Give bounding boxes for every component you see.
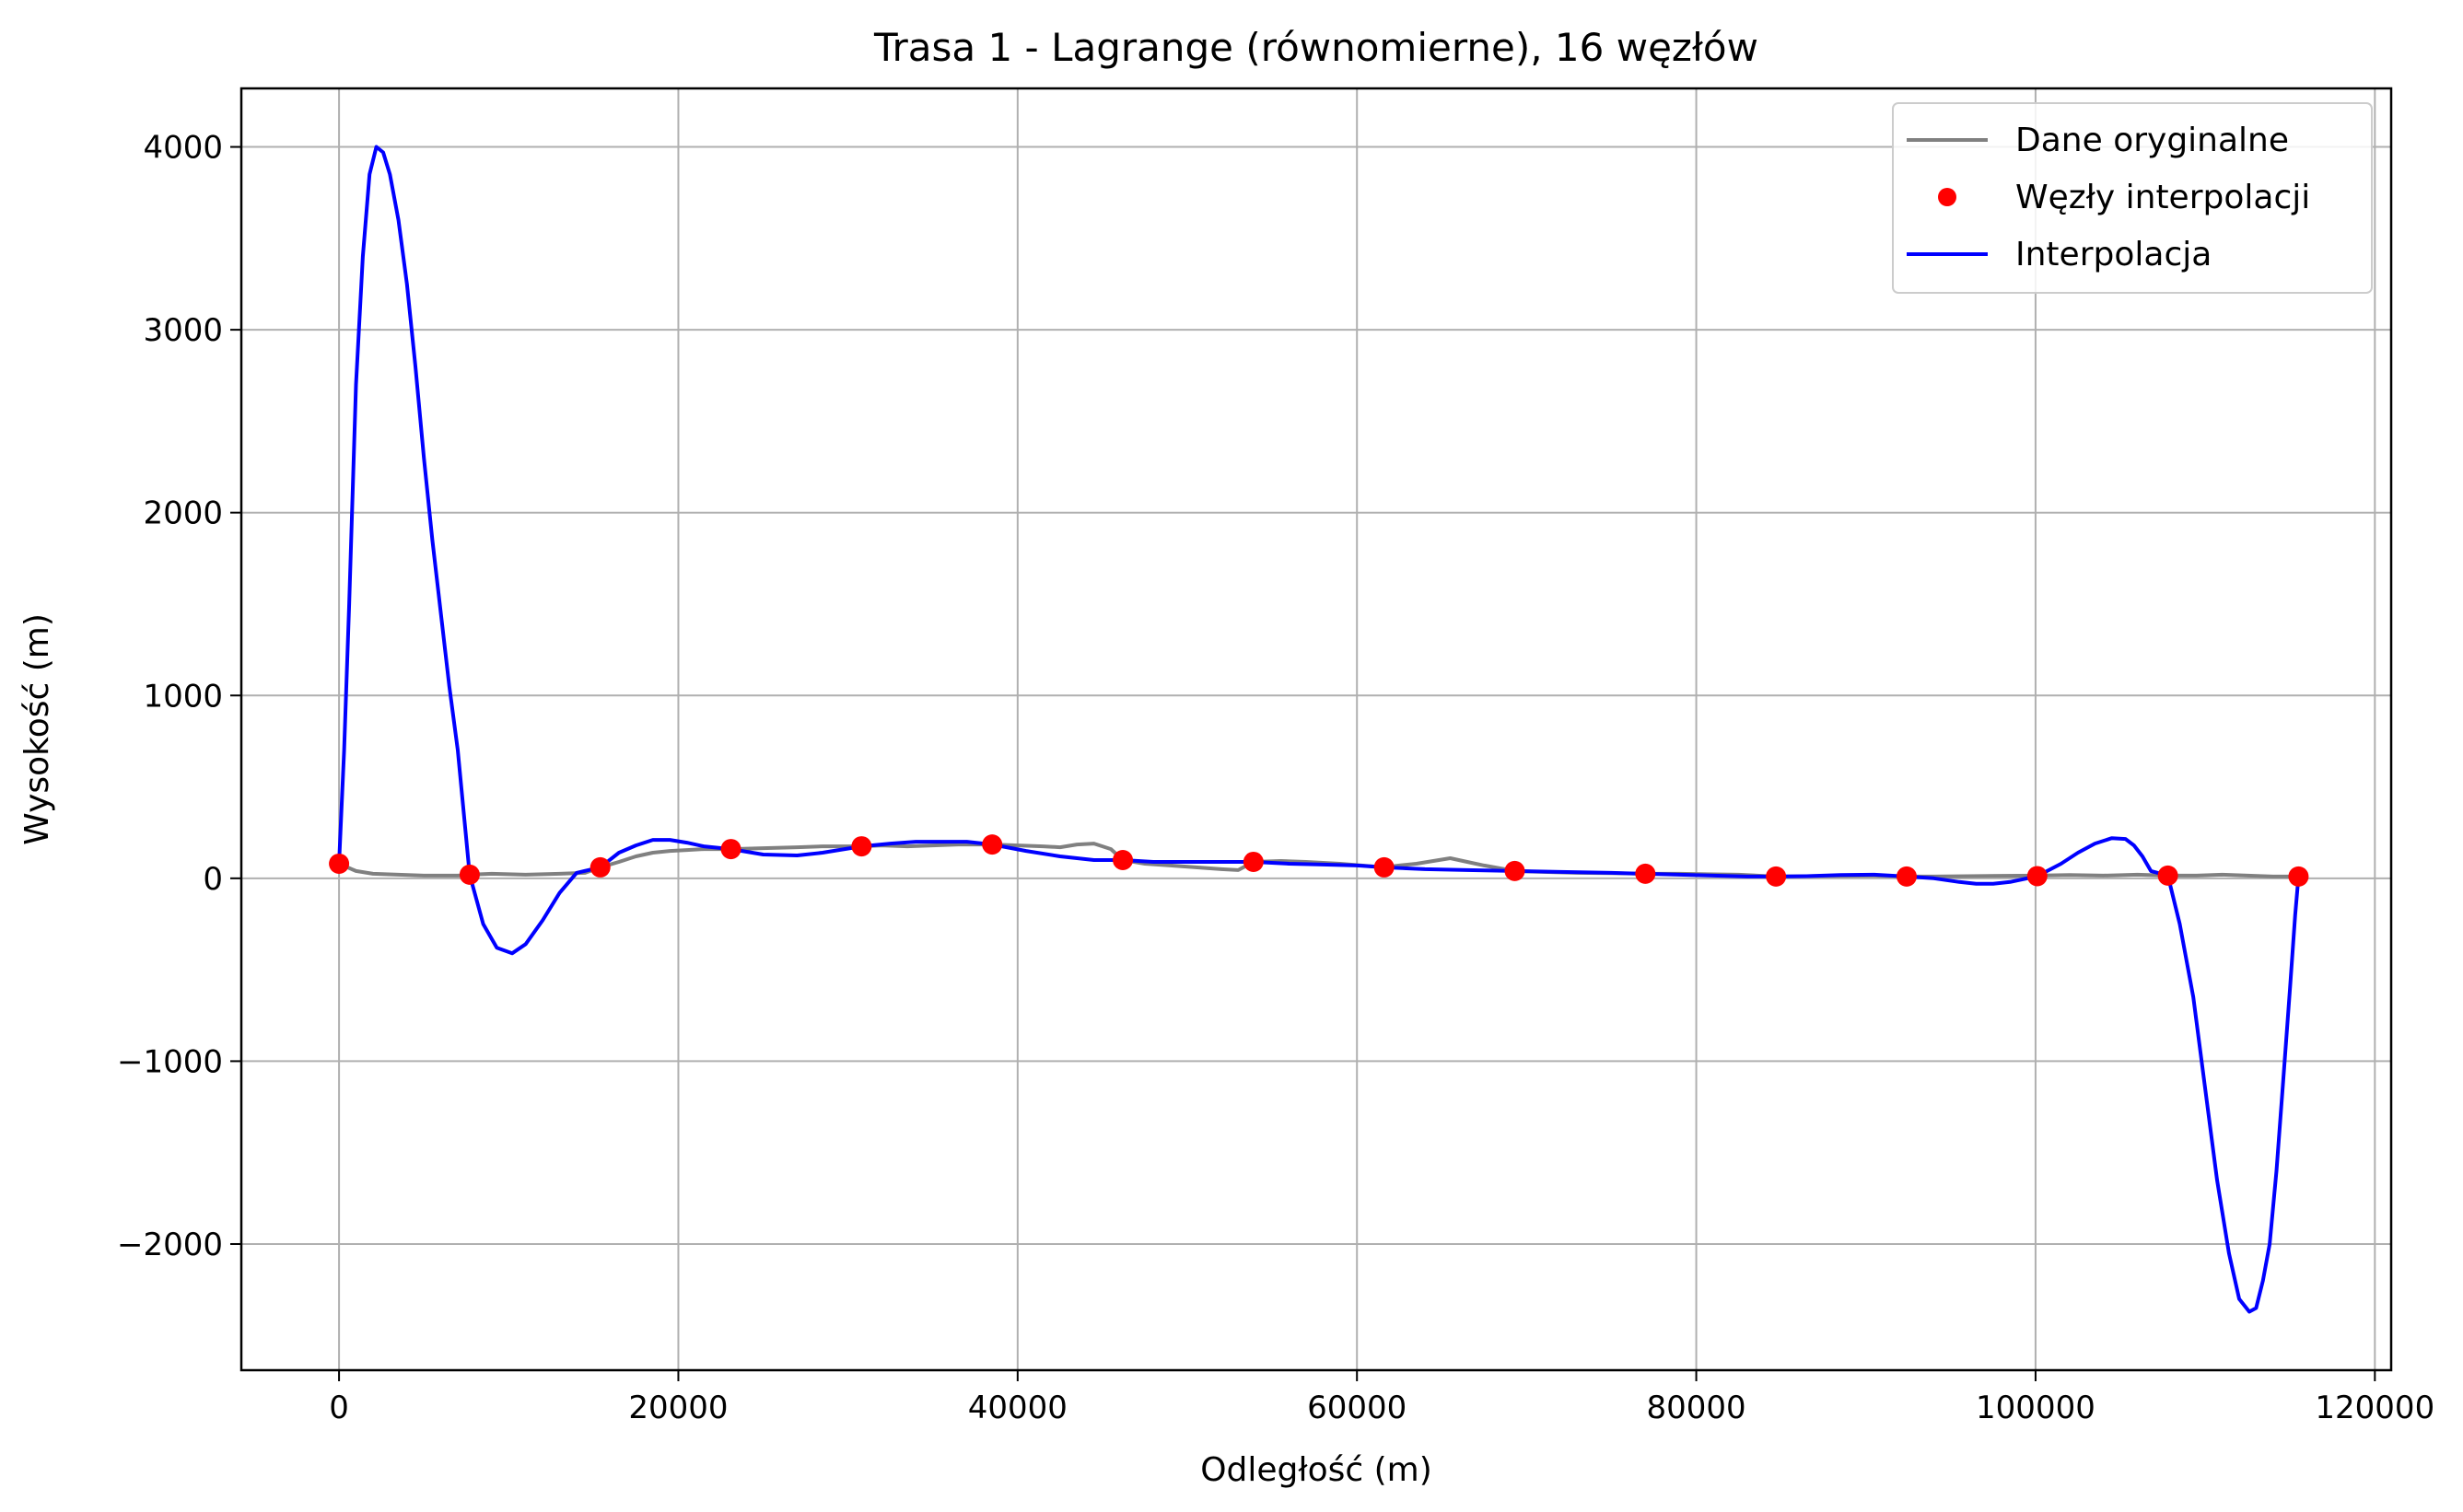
legend-box	[1892, 102, 2373, 294]
y-tick-label: 3000	[143, 312, 223, 349]
legend-label-original: Dane oryginalne	[2015, 122, 2289, 159]
y-tick-label: −2000	[117, 1227, 223, 1263]
y-tick-label: 1000	[143, 678, 223, 715]
x-tick-label: 80000	[1646, 1390, 1745, 1426]
plot-data	[329, 145, 2309, 1314]
y-tick-label: −1000	[117, 1043, 223, 1080]
chart-title: Trasa 1 - Lagrange (równomierne), 16 węz…	[873, 25, 1758, 70]
interpolation-nodes	[329, 834, 2309, 887]
interpolation-node-point	[2288, 866, 2309, 887]
x-tick-label: 40000	[968, 1390, 1068, 1426]
y-tick-label: 0	[203, 861, 223, 898]
interpolation-node-point	[459, 864, 480, 885]
interpolation-node-point	[1896, 866, 1917, 887]
legend: Dane oryginalne Węzły interpolacji Inter…	[1892, 102, 2373, 294]
interpolation-line	[337, 145, 2301, 1314]
plot-frame	[239, 87, 2393, 1372]
interpolation-node-point	[2026, 866, 2048, 887]
legend-label-nodes: Węzły interpolacji	[2015, 179, 2310, 216]
y-tick-label: 2000	[143, 495, 223, 532]
x-tick-label: 60000	[1307, 1390, 1407, 1426]
interpolation-node-point	[851, 836, 872, 857]
interpolation-node-point	[1113, 849, 1134, 870]
legend-label-interpolation: Interpolacja	[2015, 236, 2212, 273]
interpolation-node-point	[589, 856, 611, 878]
legend-swatch-nodes	[1938, 188, 1956, 206]
interpolation-node-point	[329, 853, 350, 874]
x-tick-label: 120000	[2315, 1390, 2434, 1426]
interpolation-node-point	[1243, 851, 1264, 872]
ticks: 0 20000 40000 60000 80000 100000 120000−2000−1…	[117, 130, 2434, 1426]
x-tick-label: 100000	[1976, 1390, 2095, 1426]
interpolation-node-point	[1373, 856, 1395, 878]
y-tick-label: 4000	[143, 130, 223, 167]
interpolation-node-point	[2157, 865, 2178, 886]
x-tick-label: 20000	[628, 1390, 728, 1426]
interpolation-node-point	[1504, 860, 1525, 881]
interpolation-node-point	[1635, 863, 1656, 884]
interpolation-node-point	[720, 839, 741, 860]
interpolation-node-point	[1766, 866, 1787, 887]
y-axis-title: Wysokość (m)	[18, 613, 56, 845]
x-tick-label: 0	[329, 1390, 349, 1426]
x-axis-title: Odległość (m)	[1200, 1451, 1432, 1489]
interpolation-node-point	[982, 834, 1003, 855]
